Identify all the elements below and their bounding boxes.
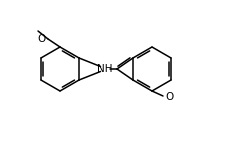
Text: O: O: [165, 92, 173, 102]
Text: NH: NH: [97, 64, 113, 74]
Text: O: O: [37, 34, 45, 44]
